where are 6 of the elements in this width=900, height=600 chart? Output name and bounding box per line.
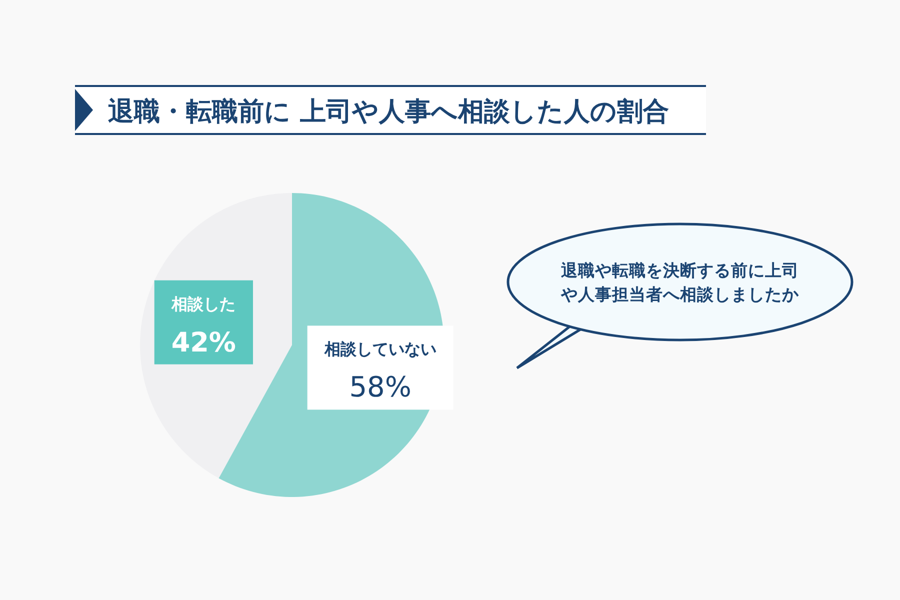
data-label: 58% [349,370,412,404]
annotation: 退職や転職を決断する前に上司や人事担当者へ相談しましたか [561,261,799,304]
slice-label: 相談した [170,294,236,314]
data-label: 42% [171,327,236,358]
slice-label: 相談していない [323,340,436,359]
title: 退職・転職前に 上司や人事へ相談した人の割合 [108,97,670,127]
